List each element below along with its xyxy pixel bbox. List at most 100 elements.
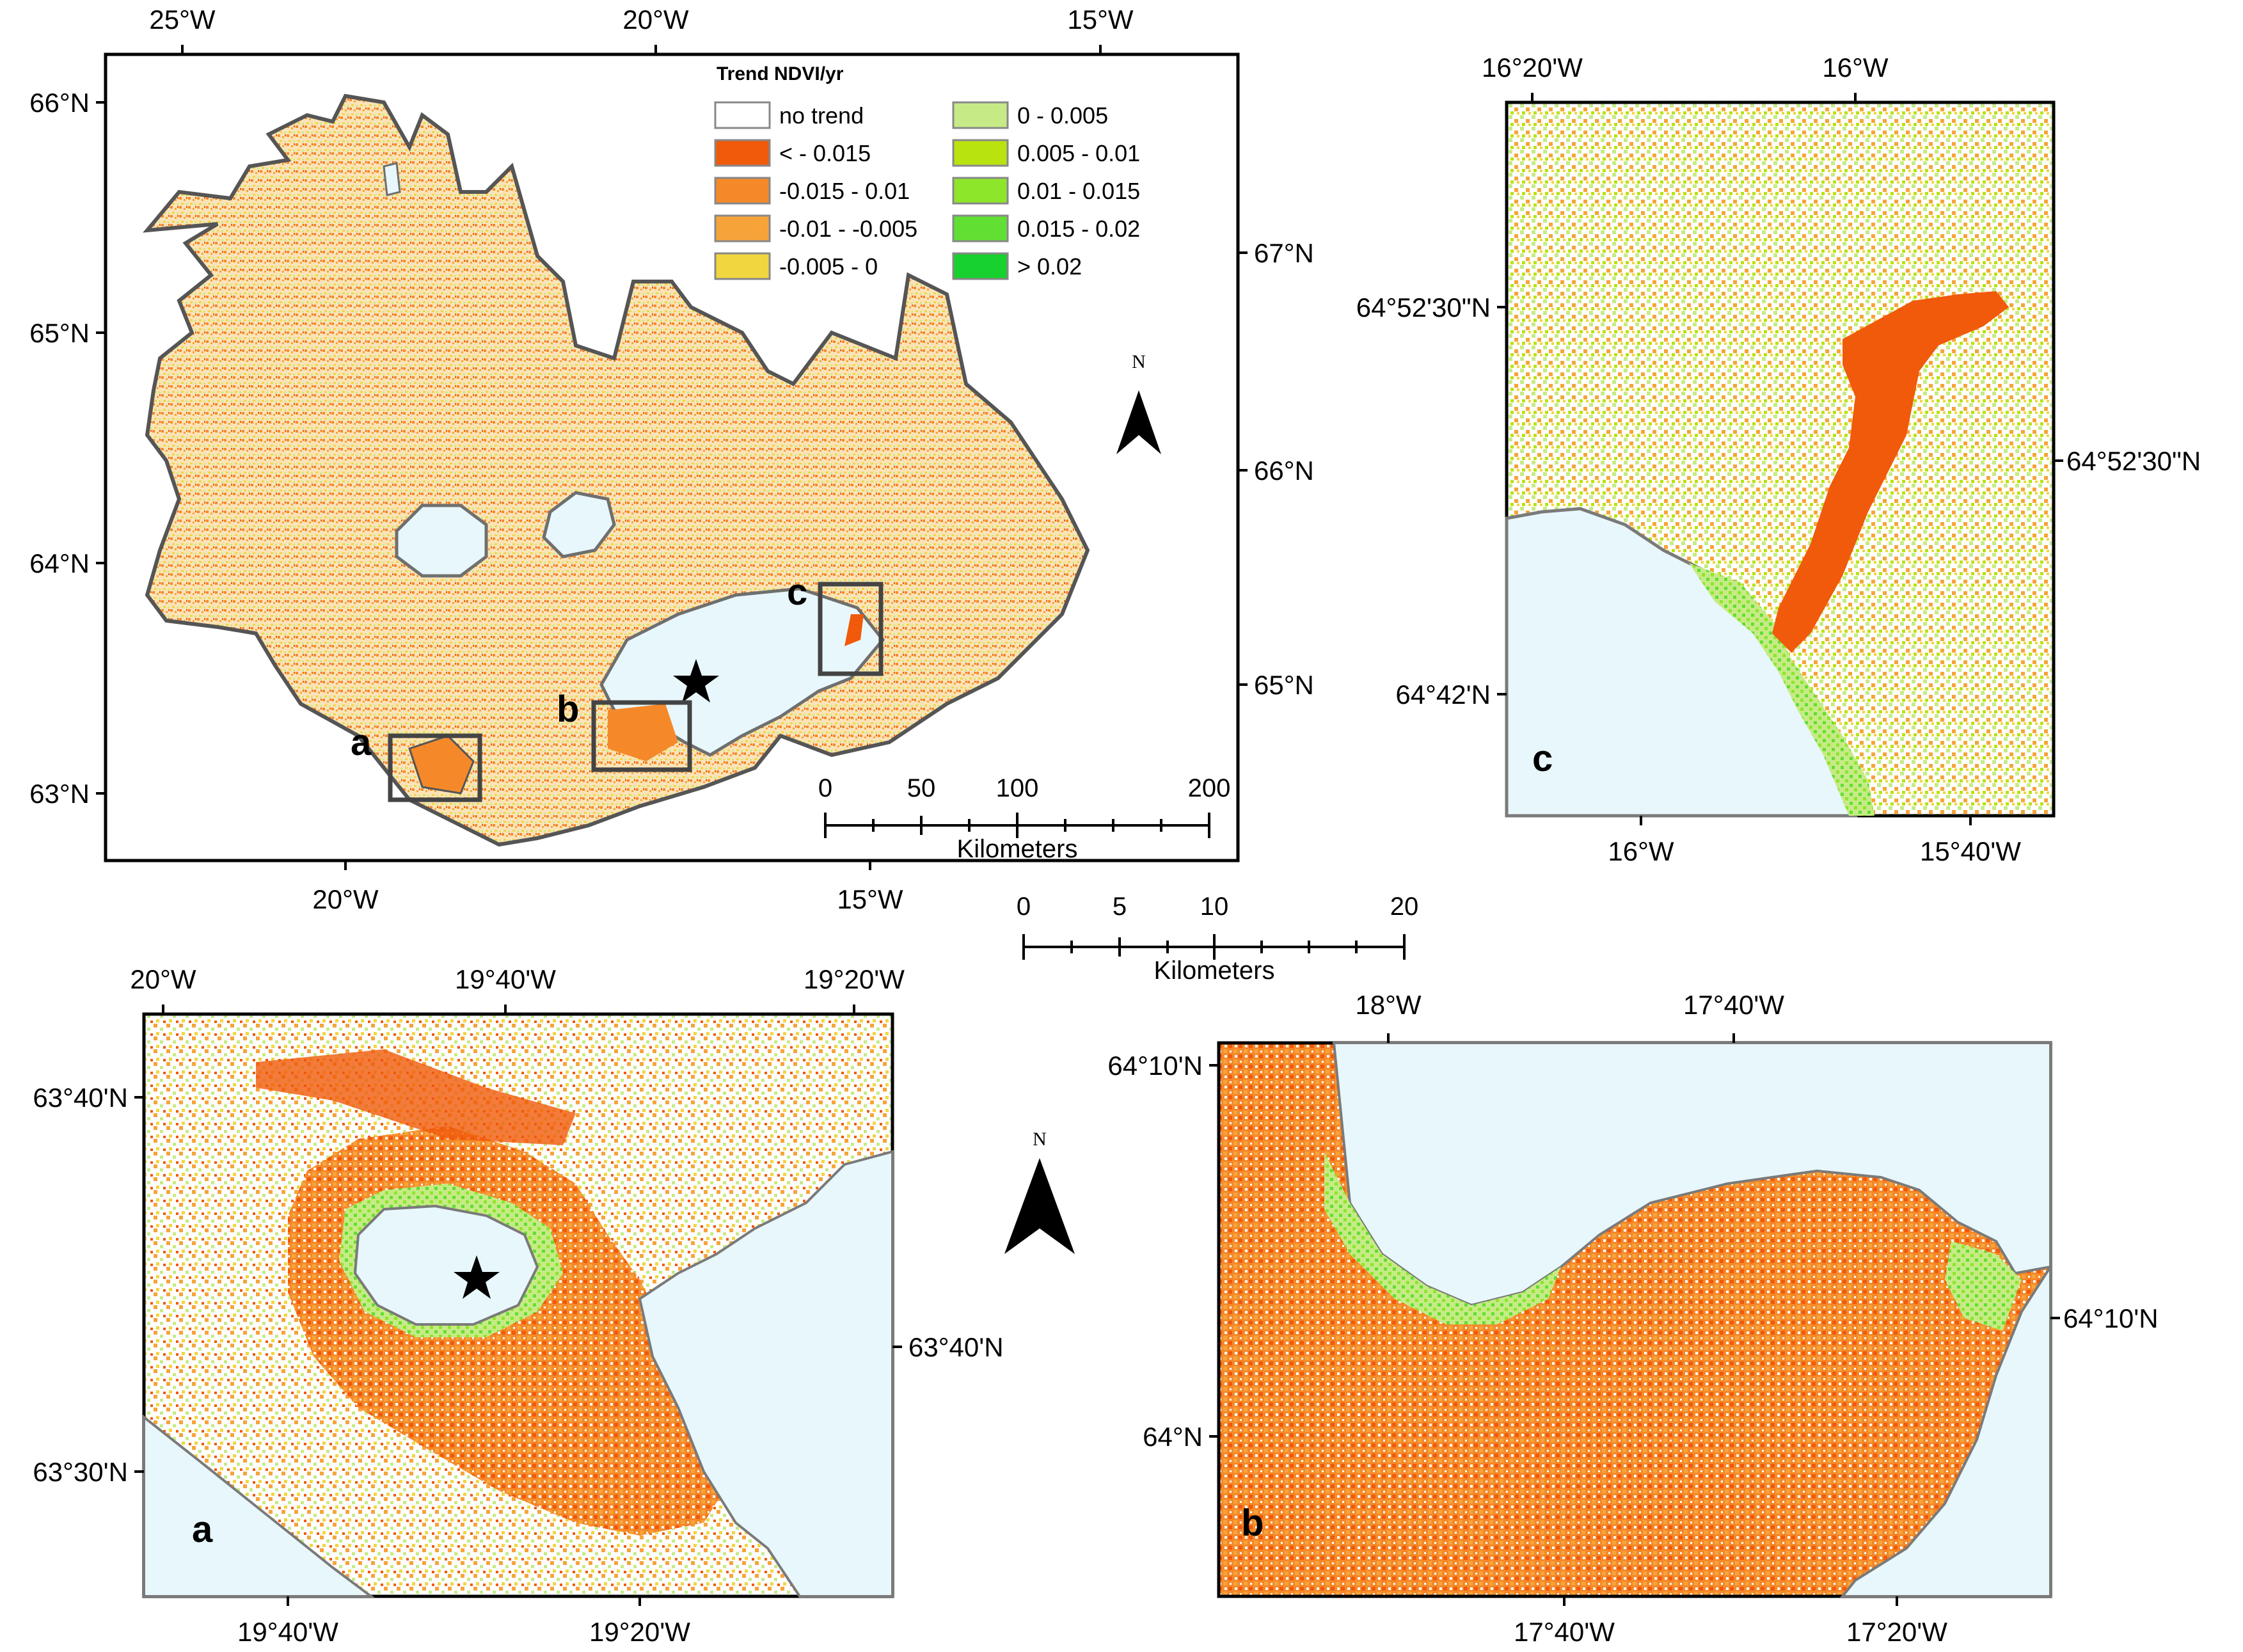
legend-title: Trend NDVI/yr xyxy=(717,63,844,84)
panel-c-right-tick-1: 64°52'30"N xyxy=(2066,446,2201,476)
main-scale-100: 100 xyxy=(996,774,1039,802)
legend-label: -0.015 - 0.01 xyxy=(779,178,910,204)
legend-label: 0 - 0.005 xyxy=(1017,102,1108,129)
panel-b-top-tick-1: 18°W xyxy=(1355,990,1422,1020)
panel-b-top-tick-2: 17°40'W xyxy=(1683,990,1784,1020)
legend-swatch xyxy=(714,252,771,280)
legend-label: 0.005 - 0.01 xyxy=(1017,140,1140,166)
main-top-tick-1: 25°W xyxy=(149,4,216,35)
panel-a-left-tick-2: 63°30'N xyxy=(33,1457,128,1487)
main-scale-unit: Kilometers xyxy=(957,835,1078,863)
inset-box-a xyxy=(388,733,482,802)
panel-a-bottom-tick-1: 19°40'W xyxy=(237,1617,338,1647)
panel-a-bottom-tick-2: 19°20'W xyxy=(589,1617,690,1647)
panel-c-left-tick-2: 64°42'N xyxy=(1395,679,1491,710)
north-label-2: N xyxy=(1033,1129,1047,1150)
legend-swatch xyxy=(952,177,1009,205)
main-scale-50: 50 xyxy=(907,774,936,802)
legend-swatch xyxy=(952,214,1009,242)
panel-a-left-tick-1: 63°40'N xyxy=(33,1083,128,1113)
legend-swatch xyxy=(952,101,1009,129)
north-arrow-icon xyxy=(1116,390,1161,454)
main-left-tick-3: 64°N xyxy=(29,548,90,578)
main-map-tick-marks xyxy=(96,45,1248,870)
panel-a-top-tick-3: 19°20'W xyxy=(804,964,905,994)
legend-swatch xyxy=(714,139,771,167)
trend-patch-c xyxy=(844,614,864,646)
legend-label: -0.005 - 0 xyxy=(779,253,878,280)
panel-a: a 20°W 19°40'W 19°20'W 19°40'W 19°20'W 6… xyxy=(33,964,1003,1647)
panel-a-top-tick-1: 20°W xyxy=(130,964,196,994)
panel-b: b 18°W 17°40'W 17°40'W 17°20'W 64°10'N 6… xyxy=(1107,990,2158,1647)
main-right-tick-2: 66°N xyxy=(1254,456,1314,486)
panel-b-tick-marks xyxy=(1209,1033,2060,1606)
middle-scale-20: 20 xyxy=(1390,893,1419,921)
panel-b-water-east xyxy=(1839,1262,2052,1598)
panel-a-glacier xyxy=(353,1204,539,1326)
main-scale-0: 0 xyxy=(818,774,832,802)
legend-swatch xyxy=(714,101,771,129)
legend-label: 0.015 - 0.02 xyxy=(1017,216,1140,242)
trend-patch-b xyxy=(608,704,678,761)
legend-swatch xyxy=(952,139,1009,167)
panel-c-left-tick-1: 64°52'30"N xyxy=(1356,292,1491,322)
panel-c-letter: c xyxy=(1532,738,1553,779)
north-label: N xyxy=(1132,351,1146,372)
box-label-b: b xyxy=(557,688,579,730)
panel-a-top-tick-2: 19°40'W xyxy=(455,964,556,994)
main-left-tick-1: 66°N xyxy=(29,88,90,118)
main-bottom-tick-1: 20°W xyxy=(312,884,379,914)
main-right-tick-3: 65°N xyxy=(1254,670,1314,700)
main-left-tick-2: 65°N xyxy=(29,318,90,348)
panel-c: c 16°20'W 16°W 16°W 15°40'W 64°52'30"N 6… xyxy=(1356,52,2201,866)
main-scale-bar xyxy=(824,813,1210,838)
north-glacier xyxy=(383,162,401,196)
middle-scale-unit: Kilometers xyxy=(1154,957,1275,985)
main-left-tick-4: 63°N xyxy=(29,779,90,809)
legend-label: -0.01 - -0.005 xyxy=(779,216,917,242)
panel-c-bottom-tick-2: 15°40'W xyxy=(1920,836,2021,866)
middle-scale-0: 0 xyxy=(1017,893,1031,921)
panel-a-orange-north xyxy=(256,1049,576,1145)
legend-swatch xyxy=(952,252,1009,280)
box-label-a: a xyxy=(351,722,372,763)
panel-c-orange-flow xyxy=(1772,291,2009,653)
main-top-tick-2: 20°W xyxy=(622,4,689,35)
panel-b-bottom-tick-2: 17°20'W xyxy=(1846,1617,1947,1647)
north-arrow-2-icon xyxy=(1004,1158,1075,1254)
inset-box-c xyxy=(818,582,884,676)
north-arrow-2: N xyxy=(1004,1129,1075,1254)
panel-c-bottom-tick-1: 16°W xyxy=(1608,836,1674,866)
panel-c-top-tick-2: 16°W xyxy=(1822,52,1889,83)
panel-a-letter: a xyxy=(192,1509,213,1550)
middle-scale-10: 10 xyxy=(1200,893,1229,921)
main-bottom-tick-2: 15°W xyxy=(837,884,903,914)
panel-a-sea-southwest xyxy=(143,1414,375,1598)
legend-label: < - 0.015 xyxy=(779,140,871,166)
box-label-c: c xyxy=(787,571,807,613)
middle-scale-bar: 0 5 10 20 Kilometers xyxy=(1017,893,1418,985)
panel-b-letter: b xyxy=(1241,1502,1264,1544)
legend-label: 0.01 - 0.015 xyxy=(1017,178,1140,204)
main-scale-200: 200 xyxy=(1188,774,1231,802)
main-right-tick-1: 67°N xyxy=(1254,238,1314,268)
inset-box-b xyxy=(591,700,692,772)
panel-b-right-tick-1: 64°10'N xyxy=(2063,1303,2159,1333)
north-arrow: N xyxy=(1116,351,1161,454)
panel-b-left-tick-1: 64°10'N xyxy=(1107,1051,1203,1081)
panel-a-star xyxy=(454,1255,500,1299)
panel-c-green-shore xyxy=(1689,563,1874,816)
langjokull-glacier xyxy=(395,504,488,578)
panel-b-green-shore xyxy=(1324,1152,1561,1324)
location-star xyxy=(673,659,719,703)
panel-b-green-east xyxy=(1945,1241,2022,1331)
panel-c-top-tick-1: 16°20'W xyxy=(1482,52,1583,83)
legend-swatch xyxy=(714,214,771,242)
legend-items: no trend < - 0.015 -0.015 - 0.01 -0.01 - -0… xyxy=(714,101,1140,280)
panel-b-water-north xyxy=(1332,1042,2052,1307)
panel-a-tick-marks xyxy=(134,1005,902,1606)
legend-label: > 0.02 xyxy=(1017,253,1082,280)
middle-scale-5: 5 xyxy=(1113,893,1127,921)
panel-a-right-tick-1: 63°40'N xyxy=(908,1332,1004,1362)
